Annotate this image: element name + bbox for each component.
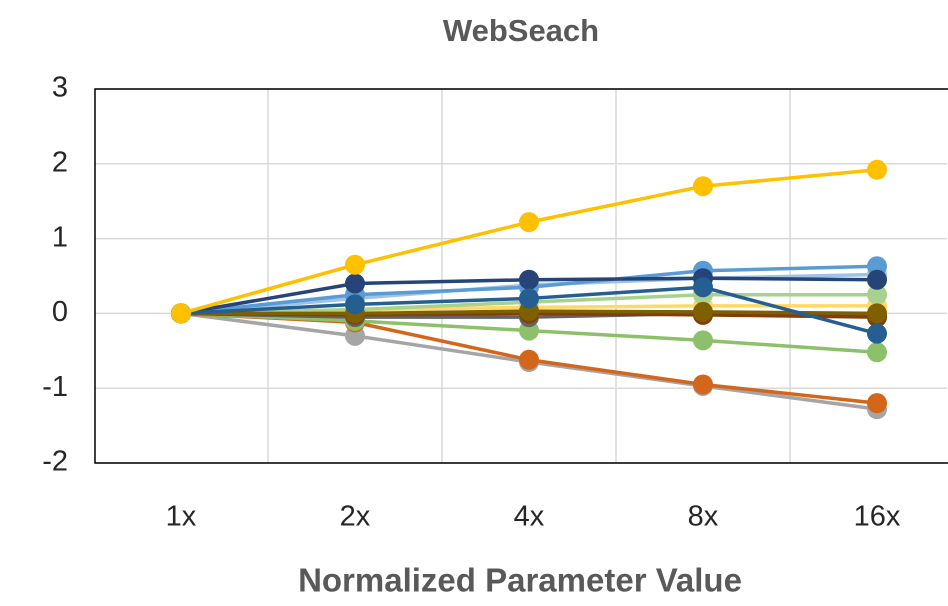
x-tick-label: 1x [166,501,197,533]
x-tick-label: 8x [688,501,719,533]
point [345,273,365,294]
chart-title: WebSeach [443,13,599,48]
x-tick-label: 16x [854,501,901,533]
point [867,159,887,180]
plot-area [171,159,887,420]
x-axis-label: Normalized Parameter Value [298,562,742,599]
point [519,269,539,290]
point [519,349,539,370]
point [693,301,713,322]
point [693,277,713,298]
point [867,303,887,324]
plot-border [94,88,948,464]
point [867,323,887,344]
point [171,303,191,324]
y-tick-label: -2 [42,446,68,478]
x-tick-label: 2x [340,501,371,533]
point [693,176,713,197]
y-tick-label: 2 [52,146,68,178]
y-tick-label: -1 [42,371,68,403]
point [867,342,887,363]
point [519,212,539,233]
point [345,294,365,315]
point [345,254,365,275]
x-tick-label: 4x [514,501,545,533]
point [867,269,887,290]
y-tick-label: 0 [52,296,68,328]
point [519,288,539,309]
y-tick-label: 1 [52,221,68,253]
tick-labels: -2 -1 0 1 2 3 1x 2x 4x 8x 16x [42,72,901,533]
point [693,374,713,395]
point [693,330,713,351]
point [867,393,887,414]
y-tick-label: 3 [52,72,68,104]
point [867,284,887,305]
